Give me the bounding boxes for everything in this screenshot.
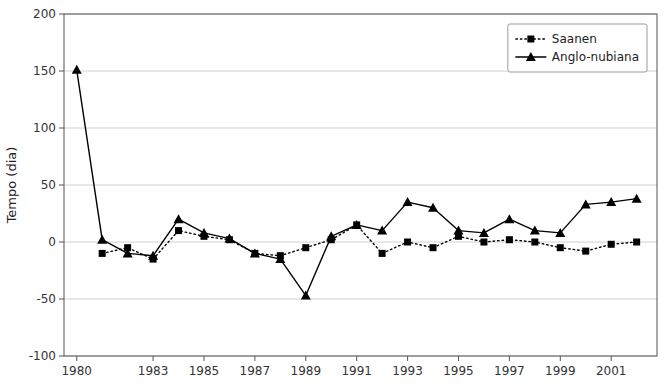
- x-tick-label: 1983: [138, 364, 169, 378]
- point: [581, 199, 591, 208]
- series-line: [102, 225, 636, 259]
- x-tick-label: 1993: [392, 364, 423, 378]
- point: [506, 236, 513, 243]
- point: [379, 250, 386, 257]
- legend-marker: [527, 36, 534, 43]
- x-tick: [560, 356, 561, 361]
- point: [530, 226, 540, 235]
- x-tick-label: 1991: [341, 364, 372, 378]
- point: [97, 235, 107, 244]
- point: [175, 227, 182, 234]
- x-tick-label: 1997: [494, 364, 525, 378]
- point: [555, 228, 565, 237]
- point: [123, 248, 133, 257]
- x-tick: [611, 356, 612, 361]
- chart-container: -100 -50 0 50 100 150 200 1980 1983 1985 1987 1989 1…: [0, 0, 671, 390]
- point: [606, 197, 616, 206]
- x-tick-label: 1985: [189, 364, 220, 378]
- point: [250, 248, 260, 257]
- x-tick: [305, 356, 306, 361]
- point: [608, 241, 615, 248]
- x-tick-label: 1980: [61, 364, 92, 378]
- series: [72, 65, 642, 300]
- point: [632, 194, 642, 203]
- point: [224, 234, 234, 243]
- x-tick: [356, 356, 357, 361]
- point: [352, 220, 362, 229]
- point: [430, 244, 437, 251]
- x-tick: [407, 356, 408, 361]
- x-tick-label: 1989: [291, 364, 322, 378]
- grid-line: [64, 299, 657, 300]
- grid-line: [64, 185, 657, 186]
- point: [531, 239, 538, 246]
- point: [174, 214, 184, 223]
- y-tick: [59, 71, 64, 72]
- grid: [64, 14, 657, 356]
- point: [480, 239, 487, 246]
- point: [557, 244, 564, 251]
- x-tick: [254, 356, 255, 361]
- grid-line: [64, 242, 657, 243]
- point: [582, 248, 589, 255]
- y-tick: [59, 299, 64, 300]
- point: [633, 239, 640, 246]
- y-tick: [59, 14, 64, 15]
- y-tick-label: 100: [33, 121, 56, 135]
- point: [404, 239, 411, 246]
- point: [99, 250, 106, 257]
- point: [148, 251, 158, 260]
- y-tick: [59, 356, 64, 357]
- axes: -100 -50 0 50 100 150 200 1980 1983 1985 1987 1989 1…: [29, 7, 657, 379]
- legend-item: Anglo-nubiana: [516, 50, 639, 64]
- x-tick: [153, 356, 154, 361]
- y-tick-label: 150: [33, 64, 56, 78]
- series-line: [77, 70, 637, 296]
- y-tick-label: -50: [36, 292, 56, 306]
- chart: -100 -50 0 50 100 150 200 1980 1983 1985 1987 1989 1…: [0, 0, 671, 390]
- legend-box: [508, 24, 647, 72]
- point: [479, 228, 489, 237]
- y-tick: [59, 128, 64, 129]
- point: [453, 226, 463, 235]
- legend-label: Saanen: [552, 32, 597, 46]
- point: [326, 231, 336, 240]
- x-tick-label: 2001: [596, 364, 627, 378]
- legend-marker: [526, 52, 536, 61]
- x-tick: [203, 356, 204, 361]
- y-tick-label: 0: [48, 235, 56, 249]
- legend-label: Anglo-nubiana: [552, 50, 639, 64]
- point: [504, 214, 514, 223]
- legend: Saanen Anglo-nubiana: [508, 24, 647, 72]
- point: [301, 291, 311, 300]
- x-tick-label: 1995: [443, 364, 474, 378]
- x-tick-label: 1987: [240, 364, 271, 378]
- grid-line: [64, 128, 657, 129]
- point: [428, 203, 438, 212]
- y-tick-label: 200: [33, 7, 56, 21]
- x-tick: [76, 356, 77, 361]
- point: [199, 228, 209, 237]
- point: [72, 65, 82, 74]
- point: [403, 197, 413, 206]
- plot-background: [64, 14, 657, 356]
- x-tick: [509, 356, 510, 361]
- x-tick: [458, 356, 459, 361]
- y-tick: [59, 185, 64, 186]
- y-tick-label: 50: [41, 178, 56, 192]
- x-tick-label: 1999: [545, 364, 576, 378]
- data: [72, 65, 642, 300]
- plot-frame: [64, 14, 657, 356]
- y-axis-label: Tempo (dia): [4, 147, 19, 225]
- legend-item: Saanen: [516, 32, 597, 46]
- point: [302, 244, 309, 251]
- y-tick-label: -100: [29, 349, 56, 363]
- point: [377, 226, 387, 235]
- y-tick: [59, 242, 64, 243]
- point: [275, 254, 285, 263]
